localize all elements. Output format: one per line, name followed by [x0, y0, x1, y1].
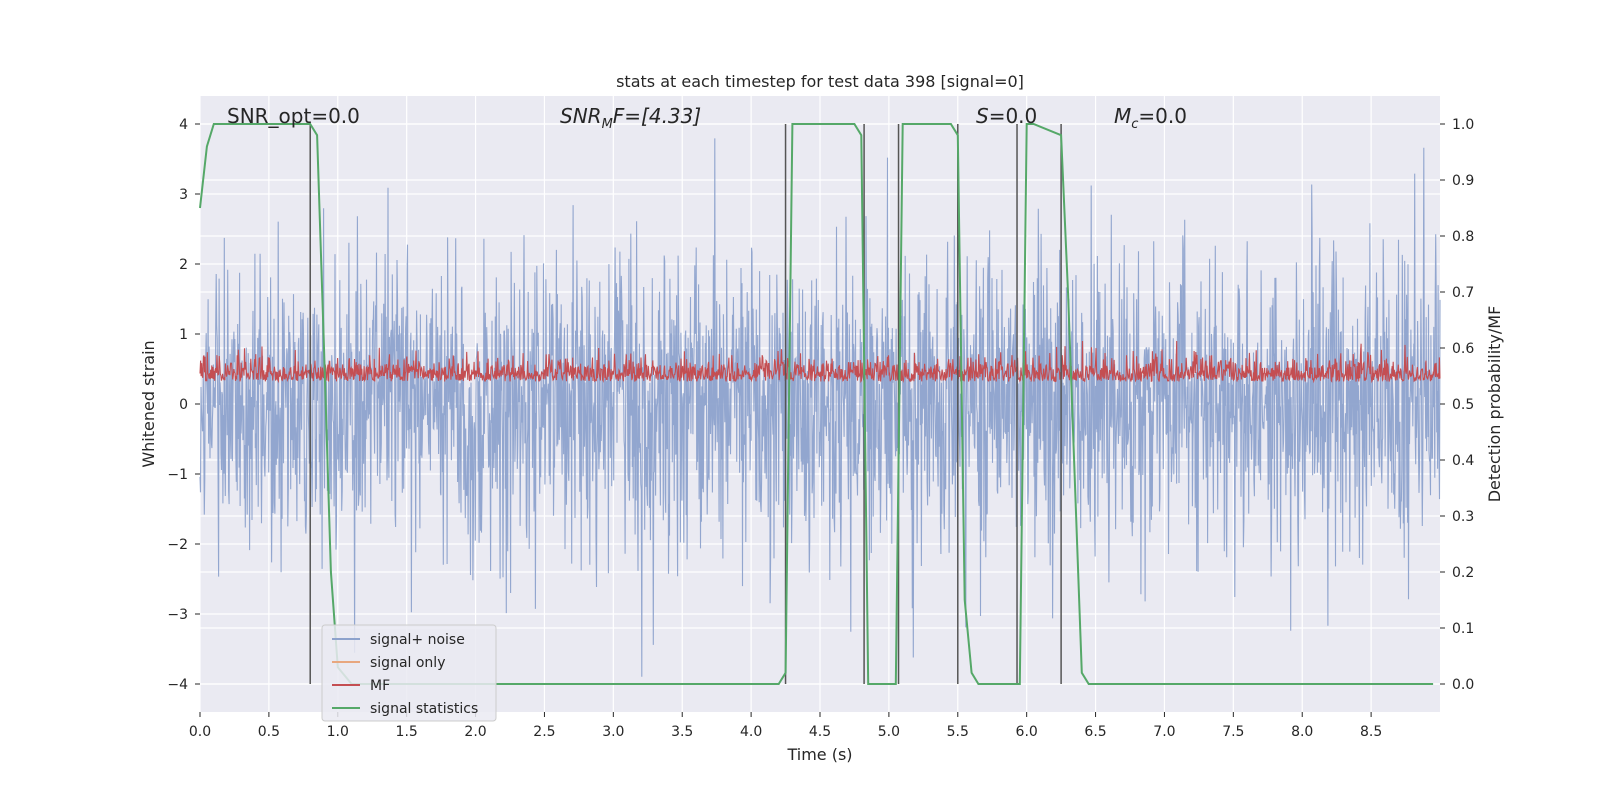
y-right-tick-label: 0.3: [1452, 509, 1474, 525]
y-left-tick-label: −2: [167, 537, 188, 553]
y-right-tick-label: 0.7: [1452, 285, 1474, 301]
mf-series: [199, 340, 1441, 384]
x-tick-label: 8.5: [1360, 724, 1382, 740]
x-axis-ticks: 0.0 0.5 1.0 1.5 2.0 2.5 3.0 3.5 4.0 4.5 5.0 5.5 6.0 6…: [189, 712, 1382, 740]
y-right-tick-label: 0.8: [1452, 229, 1474, 245]
y-right-axis-ticks: 1.0 0.9 0.8 0.7 0.6 0.5 0.4 0.3 0.2 0.1 0.0: [1440, 117, 1474, 693]
snr-mf-main: SNR: [560, 104, 602, 128]
mc-sub: c: [1131, 117, 1138, 132]
snr-mf-sub: M: [602, 117, 613, 132]
x-tick-label: 3.0: [602, 724, 624, 740]
y-right-tick-label: 1.0: [1452, 117, 1474, 133]
annotation-mc: Mc=0.0: [1114, 104, 1187, 132]
y-right-tick-label: 0.4: [1452, 453, 1474, 469]
x-tick-label: 5.0: [878, 724, 900, 740]
legend: signal+ noise signal only MF signal stat…: [321, 624, 497, 722]
x-tick-label: 1.5: [396, 724, 418, 740]
x-axis-label: Time (s): [786, 745, 852, 764]
y-left-tick-label: 1: [179, 327, 188, 343]
x-tick-label: 1.0: [327, 724, 349, 740]
legend-label-signal-noise: signal+ noise: [370, 632, 465, 648]
x-tick-label: 7.5: [1222, 724, 1244, 740]
x-tick-label: 6.0: [1016, 724, 1038, 740]
s-main: S: [976, 104, 989, 128]
legend-label-signal-only: signal only: [370, 655, 445, 671]
s-rest: =0.0: [989, 104, 1038, 128]
signal-noise-series: [199, 138, 1441, 677]
x-tick-label: 4.5: [809, 724, 831, 740]
x-tick-label: 0.5: [258, 724, 280, 740]
x-tick-label: 2.0: [464, 724, 486, 740]
legend-box: [321, 624, 497, 722]
y-left-tick-label: 2: [179, 257, 188, 273]
signal-statistics-line: [199, 123, 1434, 685]
x-tick-label: 3.5: [671, 724, 693, 740]
y-left-tick-label: 4: [179, 117, 188, 133]
mc-rest: =0.0: [1138, 104, 1187, 128]
legend-label-mf: MF: [370, 678, 390, 694]
y-right-tick-label: 0.2: [1452, 565, 1474, 581]
signal-statistics-series: [199, 123, 1434, 685]
x-tick-label: 4.0: [740, 724, 762, 740]
x-tick-label: 2.5: [533, 724, 555, 740]
y-left-tick-label: −1: [167, 467, 188, 483]
y-left-axis-label: Whitened strain: [139, 340, 158, 467]
y-left-tick-label: 3: [179, 187, 188, 203]
mc-main: M: [1114, 104, 1131, 128]
x-tick-label: 0.0: [189, 724, 211, 740]
x-tick-label: 6.5: [1084, 724, 1106, 740]
y-left-tick-label: 0: [179, 397, 188, 413]
grid: [199, 96, 1440, 712]
chart-title: stats at each timestep for test data 398…: [616, 72, 1024, 91]
x-tick-label: 7.0: [1153, 724, 1175, 740]
annotation-snr-mf: SNRMF=[4.33]: [560, 104, 701, 132]
y-right-tick-label: 0.5: [1452, 397, 1474, 413]
y-right-tick-label: 0.1: [1452, 621, 1474, 637]
y-left-axis-ticks: 4 3 2 1 0 −1 −2 −3 −4: [167, 117, 200, 693]
x-tick-label: 8.0: [1291, 724, 1313, 740]
annotation-snr-opt: SNR_opt=0.0: [227, 104, 360, 128]
y-left-tick-label: −3: [167, 607, 188, 623]
mf-line: [199, 340, 1441, 384]
annotation-s: S=0.0: [976, 104, 1037, 128]
y-right-tick-label: 0.0: [1452, 677, 1474, 693]
y-right-tick-label: 0.6: [1452, 341, 1474, 357]
y-right-tick-label: 0.9: [1452, 173, 1474, 189]
snr-mf-rest: F=[4.33]: [613, 104, 701, 128]
legend-label-signal-statistics: signal statistics: [370, 701, 478, 717]
x-tick-label: 5.5: [947, 724, 969, 740]
signal-noise-line: [199, 138, 1441, 677]
y-right-axis-label: Detection probability/MF: [1485, 306, 1504, 503]
y-left-tick-label: −4: [167, 677, 188, 693]
